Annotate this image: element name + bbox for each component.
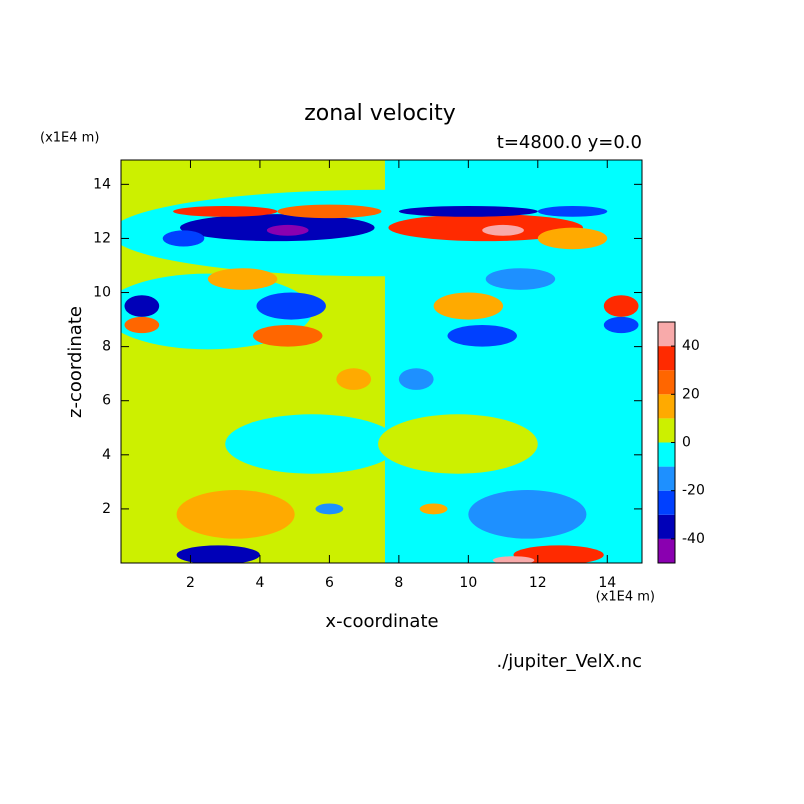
contour-region [603,316,639,334]
contour-region [603,295,639,317]
x-tick-label: 2 [186,575,195,591]
colorbar-tick-label: 40 [682,338,700,354]
x-tick-label: 10 [459,575,477,591]
colorbar-bin [658,346,675,371]
contour-region [513,545,604,563]
chart-subtitle: t=4800.0 y=0.0 [497,132,642,153]
contour-region [252,324,323,347]
contour-region [378,414,538,474]
contour-region [225,414,399,474]
colorbar-tick-label: 20 [682,386,700,402]
colorbar-bin [658,538,675,563]
contour-region [124,316,160,334]
contour-region [482,224,524,236]
contour-region [277,204,382,219]
y-tick-label: 14 [93,176,111,192]
y-tick-label: 12 [93,230,111,246]
contour-region [336,368,372,390]
y-tick-label: 10 [93,285,111,301]
contour-region [256,292,326,320]
contour-region [176,545,260,563]
colorbar-tick-label: -20 [682,483,705,499]
colorbar-bin [658,394,675,419]
contour-region [176,489,295,539]
contour-region [207,268,278,290]
contour-region [398,368,434,390]
x-tick-label: 6 [325,575,334,591]
contour-region [447,324,517,347]
y-tick-label: 6 [102,393,111,409]
contour-region [124,295,160,317]
colorbar-bin [658,514,675,539]
plot-frame [120,159,643,564]
x-units: (x1E4 m) [596,590,655,605]
contour-region [315,503,344,515]
colorbar-bin [658,466,675,491]
contour-region [162,230,205,247]
colorbar-tick-label: -40 [682,531,705,547]
colorbar-bin [658,442,675,467]
colorbar-bin [658,322,675,347]
contour-region [537,227,608,250]
y-tick-label: 8 [102,339,111,355]
contour-region [398,205,538,217]
contour-region [485,268,556,290]
x-tick-label: 4 [255,575,264,591]
contour-region [173,205,278,217]
x-tick-label: 8 [394,575,403,591]
y-axis-label: z-coordinate [65,306,86,418]
colorbar-bin [658,490,675,515]
colorbar-bin [658,418,675,443]
x-tick-label: 12 [529,575,547,591]
colorbar-tick-label: 0 [682,435,691,451]
contour-region [468,489,587,539]
x-axis-label: x-coordinate [325,611,438,632]
colorbar-bin [658,370,675,395]
chart-title: zonal velocity [304,101,456,126]
contour-field [121,160,642,563]
y-tick-label: 2 [102,501,111,517]
y-tick-label: 4 [102,447,111,463]
contour-region [492,556,535,563]
contour-region [433,292,504,320]
y-units: (x1E4 m) [40,131,99,146]
x-tick-label: 14 [598,575,616,591]
contour-region [419,503,448,515]
contour-region [537,205,608,217]
contour-region [266,224,309,236]
source-file: ./jupiter_VelX.nc [496,651,642,672]
